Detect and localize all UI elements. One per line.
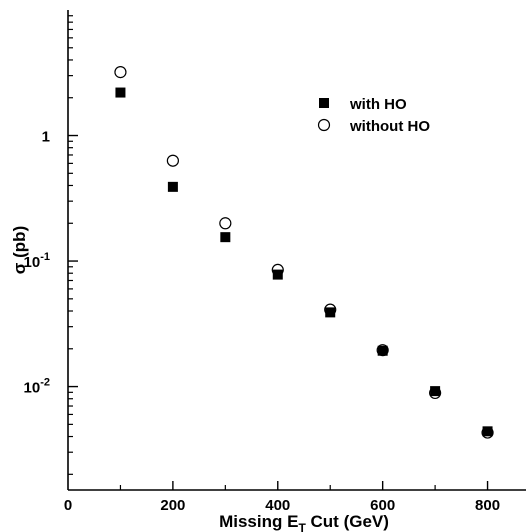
x-axis-title-rest: Cut (GeV) bbox=[306, 512, 389, 531]
point-without-ho bbox=[219, 217, 232, 230]
point-with-ho bbox=[272, 269, 283, 280]
y-tick-exponent: -2 bbox=[40, 377, 50, 389]
legend-marker-with-ho bbox=[319, 98, 329, 108]
point-with-ho bbox=[325, 307, 336, 318]
x-axis-title-sub: T bbox=[298, 521, 306, 532]
y-tick-base: 10 bbox=[24, 380, 41, 397]
plot-frame bbox=[67, 10, 526, 491]
y-tick-base: 1 bbox=[42, 129, 50, 146]
y-tick-label: 10-2 bbox=[24, 377, 50, 397]
x-tick-label: 0 bbox=[64, 497, 72, 514]
y-tick-exponent: -1 bbox=[40, 251, 50, 263]
point-without-ho bbox=[166, 154, 179, 167]
legend: with HO without HO bbox=[317, 96, 430, 135]
y-tick-label: 10-1 bbox=[24, 251, 50, 271]
series-layer bbox=[114, 66, 494, 439]
x-tick-label: 400 bbox=[265, 497, 290, 514]
legend-label-with-ho: with HO bbox=[349, 96, 407, 113]
point-without-ho bbox=[114, 66, 127, 79]
x-tick-label: 800 bbox=[475, 497, 500, 514]
x-ticks: 0 200 400 600 800 bbox=[64, 481, 500, 514]
y-axis-title: σ (pb) bbox=[10, 226, 29, 274]
x-tick-label: 200 bbox=[160, 497, 185, 514]
point-with-ho bbox=[482, 426, 493, 437]
x-axis-title: Missing ET Cut (GeV) bbox=[219, 512, 389, 532]
point-with-ho bbox=[430, 386, 441, 397]
point-with-ho bbox=[377, 345, 388, 356]
point-with-ho bbox=[220, 232, 231, 243]
y-tick-base: 10 bbox=[24, 254, 41, 271]
legend-marker-without-ho bbox=[317, 118, 331, 132]
x-axis-title-main: Missing E bbox=[219, 512, 298, 531]
y-ticks: 110-110-2 bbox=[24, 15, 78, 475]
legend-label-without-ho: without HO bbox=[349, 118, 430, 135]
x-tick-label: 600 bbox=[370, 497, 395, 514]
point-with-ho bbox=[115, 87, 126, 98]
y-tick-label: 1 bbox=[42, 129, 50, 146]
point-with-ho bbox=[167, 181, 178, 192]
